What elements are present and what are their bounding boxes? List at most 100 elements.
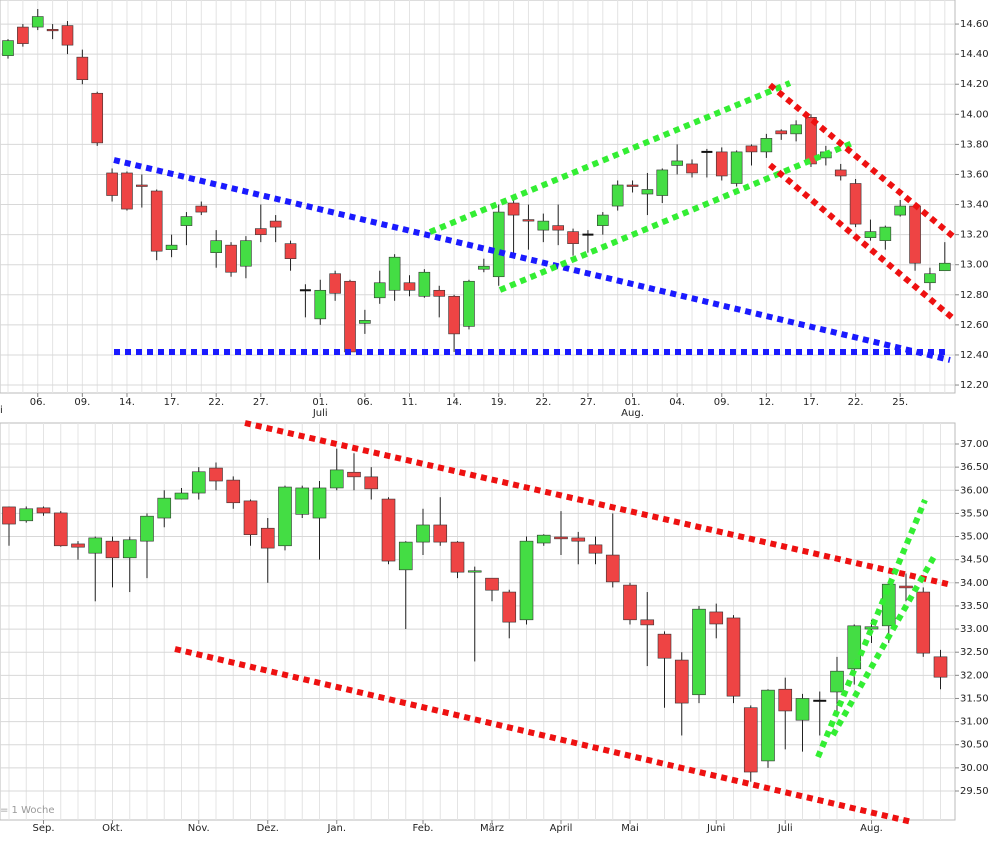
candle-body	[140, 515, 154, 542]
x-tick-label: Dez.	[257, 823, 279, 834]
x-tick-label: März	[480, 823, 504, 834]
candle-body	[674, 659, 689, 704]
y-tick-label: 12.600	[960, 320, 988, 331]
candle-body	[157, 497, 172, 519]
candle-body	[209, 467, 223, 482]
candle-body	[416, 524, 430, 543]
candle-body	[478, 265, 490, 270]
x-tick-label: 25.	[892, 397, 908, 408]
candle-body	[588, 544, 603, 554]
x-tick-label: 27.	[580, 397, 596, 408]
candle-body	[834, 169, 847, 177]
candle-body	[191, 471, 206, 494]
y-tick-label: 34.500	[960, 555, 988, 566]
candle-body	[761, 689, 775, 762]
x-tick-label: Jan.	[326, 823, 346, 834]
candle-body	[671, 160, 683, 166]
candle-body	[626, 184, 639, 187]
y-tick-label: 35.000	[960, 532, 988, 543]
mark-layer	[2, 9, 951, 782]
trend-line	[830, 553, 938, 737]
x-tick-label: 06.	[357, 397, 373, 408]
y-tick-label: 12.800	[960, 290, 988, 301]
y-tick-label: 31.000	[960, 717, 988, 728]
trend-line	[113, 157, 951, 363]
trend-line	[768, 162, 957, 323]
candle-body	[611, 184, 624, 207]
x-tick-label: 09.	[714, 397, 730, 408]
candle-body	[656, 169, 669, 196]
candle-body	[88, 537, 103, 554]
candle-body	[571, 537, 586, 542]
candle-body	[507, 202, 520, 216]
candle-body	[314, 289, 327, 320]
candle-body	[122, 539, 137, 559]
y-tick-label: 35.500	[960, 508, 988, 519]
candle-body	[76, 56, 89, 81]
candle-body	[121, 172, 133, 210]
y-tick-label: 30.000	[960, 763, 988, 774]
candle-body	[136, 184, 148, 187]
candle-body	[726, 617, 741, 697]
candle-body	[373, 282, 386, 299]
candle-body	[17, 26, 29, 44]
plot-area	[0, 422, 956, 821]
candle-body	[909, 205, 921, 264]
candle-body	[596, 214, 609, 226]
y-tick-label: 37.000	[960, 439, 988, 450]
candle-body	[359, 320, 371, 324]
candle-body	[864, 626, 879, 630]
candle-body	[254, 228, 267, 235]
y-tick-label: 12.200	[960, 380, 988, 391]
x-tick-label: 17.	[164, 397, 180, 408]
candle-body	[847, 625, 862, 670]
candle-body	[165, 244, 178, 250]
y-tick-label: 13.800	[960, 139, 988, 150]
x-tick-label: Sep.	[32, 823, 54, 834]
trend-line	[815, 498, 928, 759]
candle-body	[71, 543, 85, 548]
x-tick-label: Feb.	[413, 823, 434, 834]
x-tick-label: Mai	[621, 823, 639, 834]
y-tick-label: 13.000	[960, 260, 988, 271]
x-tick-label: 22.	[208, 397, 224, 408]
candle-body	[284, 243, 297, 259]
candle-body	[243, 500, 258, 535]
candle-body	[709, 611, 724, 625]
candle-body	[864, 231, 877, 238]
candle-body	[879, 226, 892, 241]
candle-body	[91, 92, 104, 144]
candle-body	[830, 670, 844, 693]
candle-body	[260, 527, 275, 549]
x-tick-label: Okt.	[102, 823, 123, 834]
candle-body	[894, 205, 907, 216]
x-tick-label: 17.	[803, 397, 819, 408]
note: = 1 Woche	[0, 805, 55, 816]
candle-body	[106, 172, 118, 196]
candle-body	[463, 280, 475, 327]
candle-body	[795, 698, 810, 721]
y-tick-label: 13.400	[960, 200, 988, 211]
y-tick-label: 14.600	[960, 19, 988, 30]
y-tick-label: 29.500	[960, 786, 988, 797]
candle-body	[939, 262, 951, 272]
x-tick-label: 04.	[669, 397, 685, 408]
candle-body	[240, 240, 252, 267]
candle-body	[344, 280, 356, 353]
y-tick-label: 14.200	[960, 79, 988, 90]
candle-body	[150, 190, 163, 252]
candle-body	[519, 540, 534, 621]
y-tick-label: 33.000	[960, 624, 988, 635]
candle-body	[448, 295, 460, 335]
trend-lines	[113, 80, 957, 825]
candle-body	[226, 479, 241, 504]
x-tick-label: Juli	[777, 823, 793, 834]
candle-body	[46, 29, 59, 32]
y-tick-label: 14.400	[960, 49, 988, 60]
y-tick-label: 32.000	[960, 670, 988, 681]
candle-body	[2, 40, 14, 56]
candle-body	[567, 231, 579, 244]
candle-body	[522, 219, 535, 222]
y-tick-label: 12.400	[960, 350, 988, 361]
candle-body	[916, 591, 931, 654]
